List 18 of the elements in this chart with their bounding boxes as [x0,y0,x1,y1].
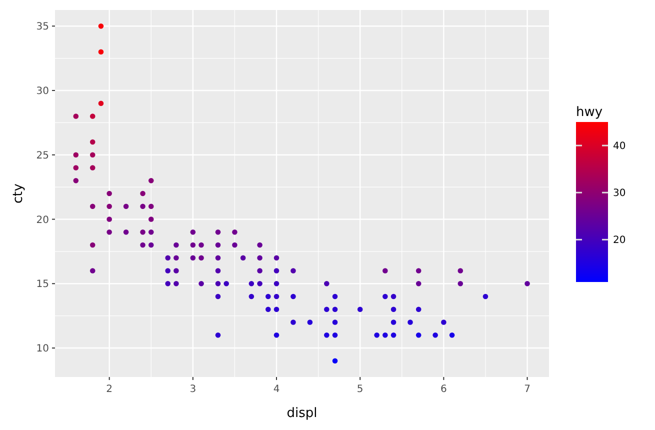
y-axis-title: cty [11,183,26,204]
x-tick-label: 3 [190,384,196,395]
y-tick-label: 35 [36,22,49,33]
x-tick-label: 7 [524,384,530,395]
color-bar-label: 20 [613,235,626,246]
color-bar-label: 40 [613,141,626,152]
y-tick-label: 30 [36,86,49,97]
color-bar-title: hwy [576,105,603,120]
y-tick-label: 25 [36,150,49,162]
color-bar-label: 30 [613,188,626,200]
y-tick-label: 15 [36,279,49,290]
x-tick-label: 4 [273,384,280,395]
x-tick-label: 6 [440,384,447,395]
y-tick-label: 10 [36,344,49,355]
x-tick-label: 2 [106,384,113,395]
y-tick-label: 20 [36,214,49,226]
x-tick-label: 5 [356,384,364,395]
x-axis-title: displ [286,406,318,421]
